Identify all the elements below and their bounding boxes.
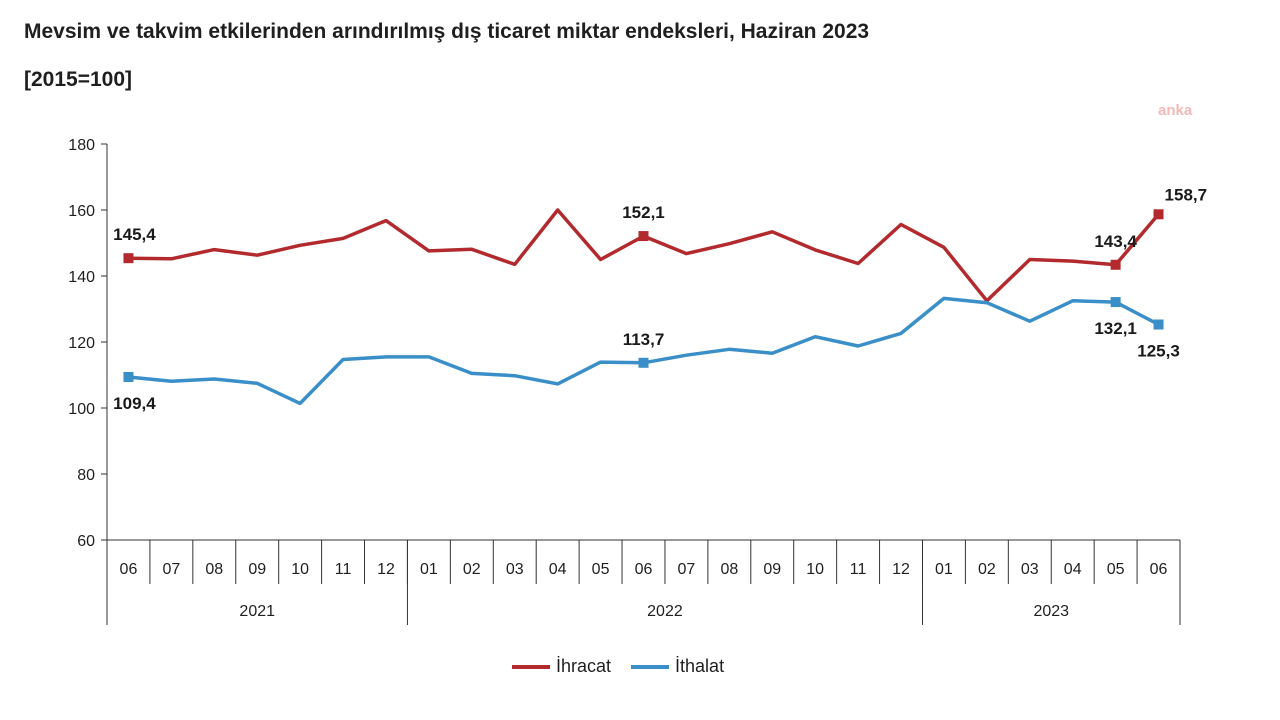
x-tick-label: 03 bbox=[1021, 561, 1039, 578]
x-tick-label: 05 bbox=[1107, 561, 1125, 578]
data-point-marker bbox=[123, 253, 134, 264]
data-point-marker bbox=[1110, 259, 1121, 270]
x-tick-label: 11 bbox=[850, 561, 867, 578]
y-tick-label: 80 bbox=[77, 467, 95, 484]
data-label: 152,1 bbox=[622, 203, 665, 222]
data-point-marker bbox=[638, 357, 649, 368]
x-tick-label: 11 bbox=[335, 561, 352, 578]
x-tick-label: 08 bbox=[205, 561, 223, 578]
x-tick-label: 10 bbox=[291, 561, 309, 578]
data-point-marker bbox=[1110, 297, 1121, 308]
x-tick-label: 08 bbox=[720, 561, 738, 578]
data-point-marker bbox=[123, 371, 134, 382]
x-tick-label: 02 bbox=[978, 561, 996, 578]
y-tick-label: 160 bbox=[68, 203, 95, 220]
x-tick-label: 06 bbox=[635, 561, 653, 578]
chart-title: Mevsim ve takvim etkilerinden arındırılm… bbox=[24, 20, 870, 43]
x-tick-label: 04 bbox=[549, 561, 567, 578]
x-tick-label: 03 bbox=[506, 561, 524, 578]
data-label: 132,1 bbox=[1094, 319, 1137, 338]
data-label: 143,4 bbox=[1094, 232, 1137, 251]
y-tick-label: 180 bbox=[68, 137, 95, 154]
x-tick-label: 09 bbox=[763, 561, 781, 578]
x-tick-label: 12 bbox=[892, 561, 910, 578]
data-label: 158,7 bbox=[1165, 185, 1208, 204]
legend-swatch-ihracat bbox=[512, 664, 550, 669]
year-label: 2021 bbox=[239, 603, 275, 620]
year-label: 2023 bbox=[1033, 603, 1069, 620]
data-point-marker bbox=[638, 231, 649, 242]
legend-item-ihracat: İhracat bbox=[512, 656, 611, 677]
legend: İhracat İthalat bbox=[512, 656, 724, 677]
series-line-ihracat bbox=[126, 208, 1161, 303]
year-label: 2022 bbox=[647, 603, 683, 620]
y-tick-label: 100 bbox=[68, 401, 95, 418]
legend-label-ithalat: İthalat bbox=[675, 656, 725, 676]
x-tick-label: 10 bbox=[806, 561, 824, 578]
x-tick-label: 06 bbox=[1150, 561, 1168, 578]
data-label: 113,7 bbox=[623, 330, 665, 349]
chart-subtitle: [2015=100] bbox=[24, 68, 133, 91]
legend-swatch-ithalat bbox=[631, 664, 670, 669]
y-tick-label: 140 bbox=[68, 269, 95, 286]
y-tick-label: 120 bbox=[68, 335, 95, 352]
x-tick-label: 04 bbox=[1064, 561, 1082, 578]
legend-label-ihracat: İhracat bbox=[556, 656, 612, 676]
x-tick-label: 06 bbox=[120, 561, 138, 578]
watermark: anka bbox=[1158, 102, 1193, 119]
axes: 60 80 100 120 140 160 180 06 07 08 09 10 11 12 01 02 03 0… bbox=[68, 137, 1181, 625]
x-tick-label: 01 bbox=[935, 561, 953, 578]
y-tick-label: 60 bbox=[77, 533, 95, 550]
series-line-ithalat bbox=[126, 296, 1161, 406]
x-tick-label: 07 bbox=[162, 561, 180, 578]
data-label: 109,4 bbox=[113, 394, 156, 413]
data-point-marker bbox=[1153, 319, 1164, 330]
x-tick-label: 07 bbox=[678, 561, 696, 578]
data-label: 125,3 bbox=[1137, 342, 1180, 361]
legend-item-ithalat: İthalat bbox=[631, 656, 724, 677]
x-tick-label: 09 bbox=[248, 561, 266, 578]
x-tick-label: 05 bbox=[592, 561, 610, 578]
x-tick-label: 01 bbox=[420, 561, 438, 578]
data-point-marker bbox=[1153, 209, 1164, 220]
data-label: 145,4 bbox=[113, 225, 156, 244]
x-tick-label: 02 bbox=[463, 561, 481, 578]
x-tick-label: 12 bbox=[377, 561, 395, 578]
